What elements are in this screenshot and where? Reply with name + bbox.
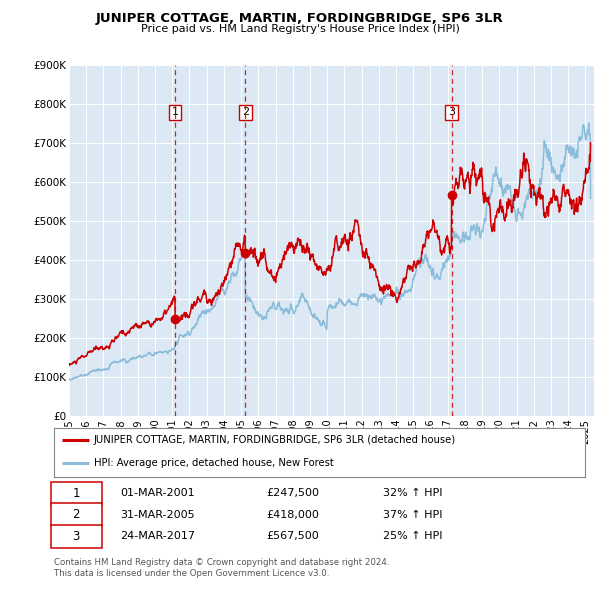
Text: 25% ↑ HPI: 25% ↑ HPI — [383, 532, 443, 542]
Text: 2: 2 — [242, 107, 249, 117]
Text: £567,500: £567,500 — [266, 532, 319, 542]
Text: £247,500: £247,500 — [266, 488, 319, 498]
Text: 2: 2 — [73, 508, 80, 522]
Text: 01-MAR-2001: 01-MAR-2001 — [121, 488, 195, 498]
FancyBboxPatch shape — [52, 503, 102, 526]
FancyBboxPatch shape — [52, 525, 102, 548]
Text: 24-MAR-2017: 24-MAR-2017 — [121, 532, 196, 542]
Text: JUNIPER COTTAGE, MARTIN, FORDINGBRIDGE, SP6 3LR (detached house): JUNIPER COTTAGE, MARTIN, FORDINGBRIDGE, … — [94, 435, 456, 445]
Text: £418,000: £418,000 — [266, 510, 319, 520]
Text: JUNIPER COTTAGE, MARTIN, FORDINGBRIDGE, SP6 3LR: JUNIPER COTTAGE, MARTIN, FORDINGBRIDGE, … — [96, 12, 504, 25]
Text: 1: 1 — [73, 487, 80, 500]
Text: 37% ↑ HPI: 37% ↑ HPI — [383, 510, 443, 520]
FancyBboxPatch shape — [52, 481, 102, 504]
Text: 1: 1 — [172, 107, 179, 117]
Text: 31-MAR-2005: 31-MAR-2005 — [121, 510, 195, 520]
Text: Price paid vs. HM Land Registry's House Price Index (HPI): Price paid vs. HM Land Registry's House … — [140, 24, 460, 34]
Text: 3: 3 — [73, 530, 80, 543]
Text: 32% ↑ HPI: 32% ↑ HPI — [383, 488, 443, 498]
Text: HPI: Average price, detached house, New Forest: HPI: Average price, detached house, New … — [94, 458, 334, 468]
Text: 3: 3 — [448, 107, 455, 117]
Text: This data is licensed under the Open Government Licence v3.0.: This data is licensed under the Open Gov… — [54, 569, 329, 578]
Text: Contains HM Land Registry data © Crown copyright and database right 2024.: Contains HM Land Registry data © Crown c… — [54, 558, 389, 566]
